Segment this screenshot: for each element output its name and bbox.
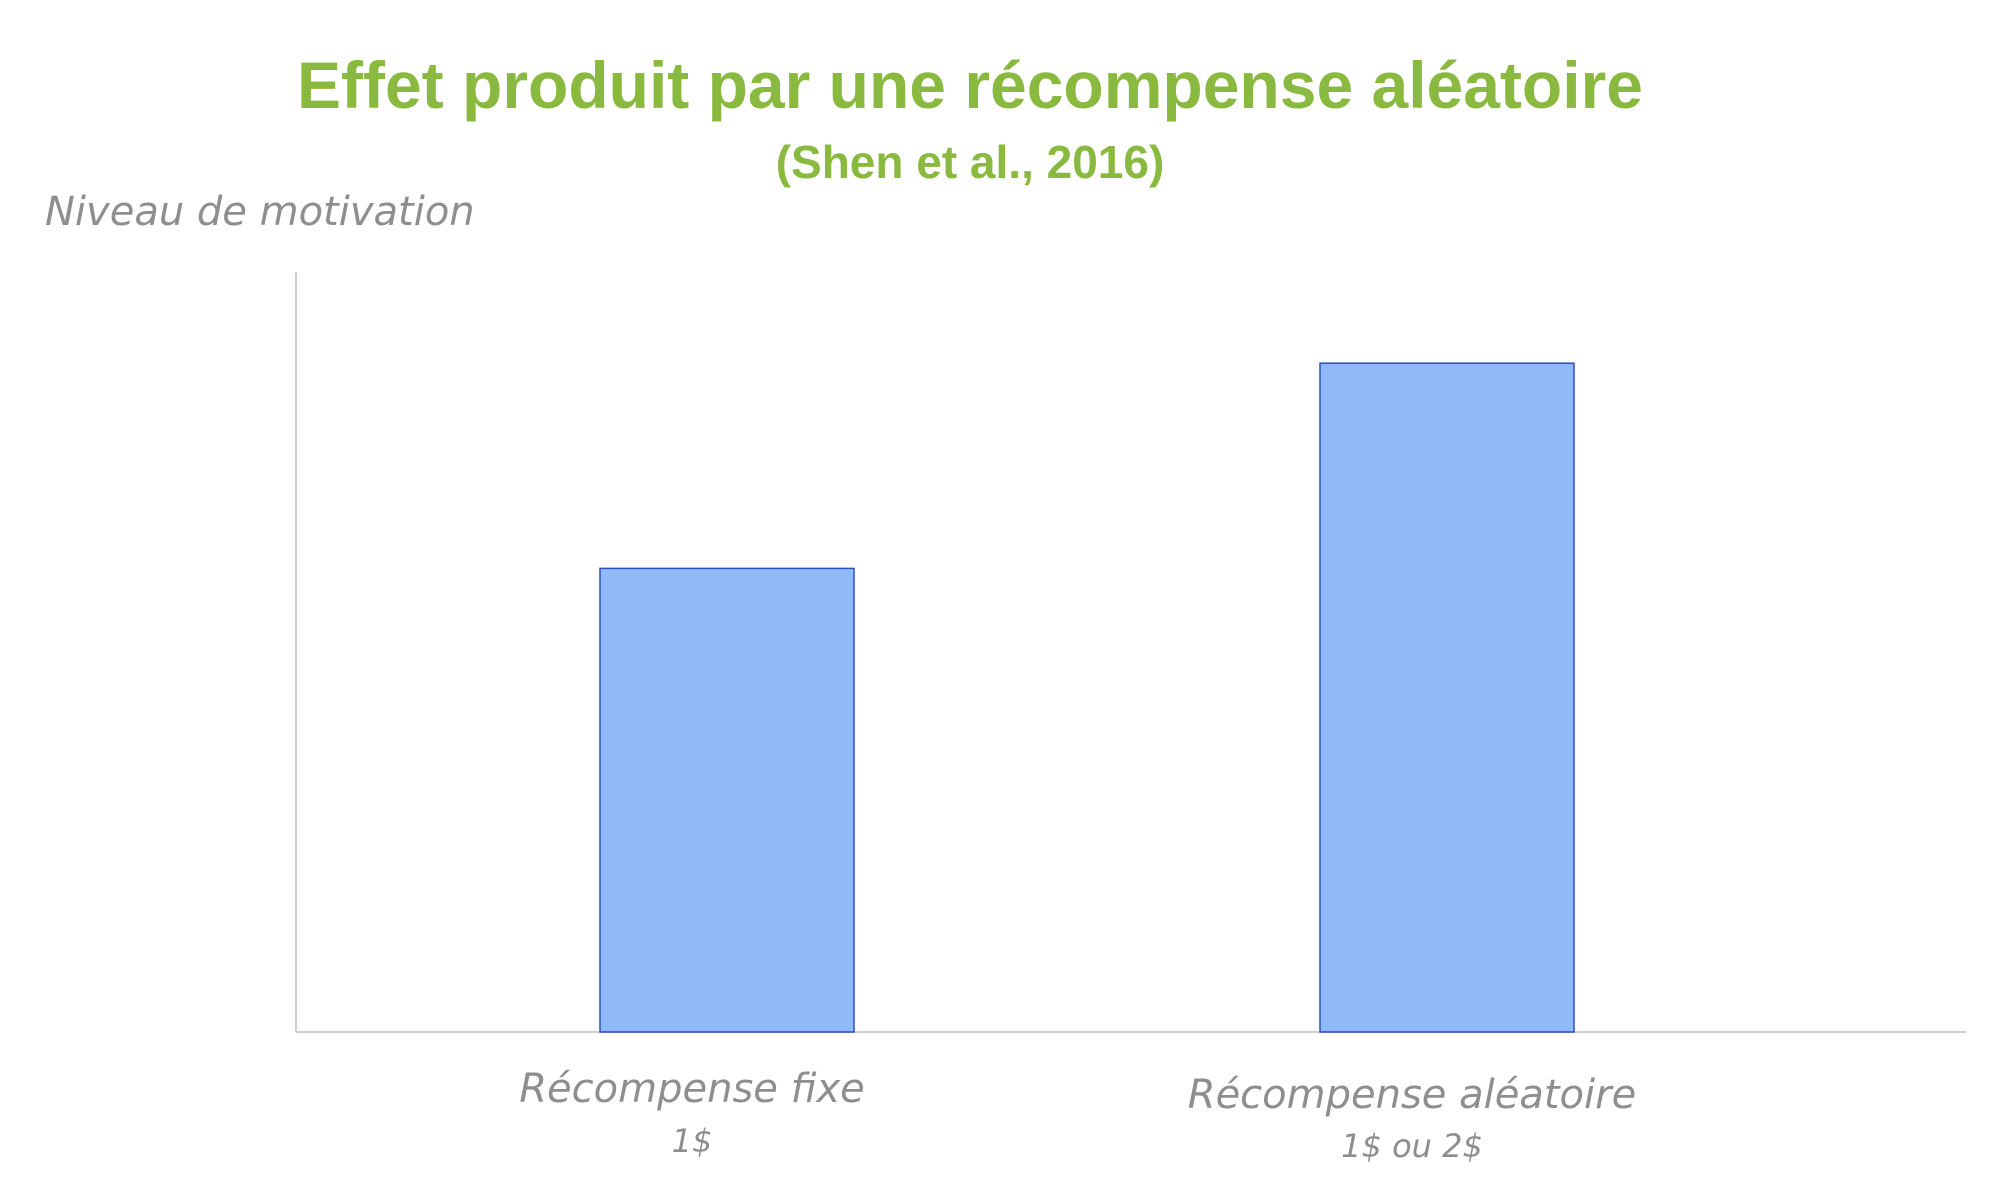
x-tick-sublabel-1: 1$ [672,1122,713,1160]
bar-2 [1319,362,1575,1033]
x-tick-label-1: Récompense fixe [519,1066,864,1112]
y-axis-label: Niveau de motivation [45,189,475,235]
x-tick-label-2: Récompense aléatoire [1188,1072,1636,1118]
x-tick-labels: Récompense fixe 1$ Récompense aléatoire 1$ … [519,1066,1636,1165]
x-tick-sublabel-2: 1$ ou 2$ [1341,1127,1483,1165]
chart-subtitle: (Shen et al., 2016) [776,136,1165,188]
bar-1 [599,567,855,1033]
bars-group [599,362,1575,1033]
chart-title: Effet produit par une récompense aléatoi… [297,48,1643,122]
